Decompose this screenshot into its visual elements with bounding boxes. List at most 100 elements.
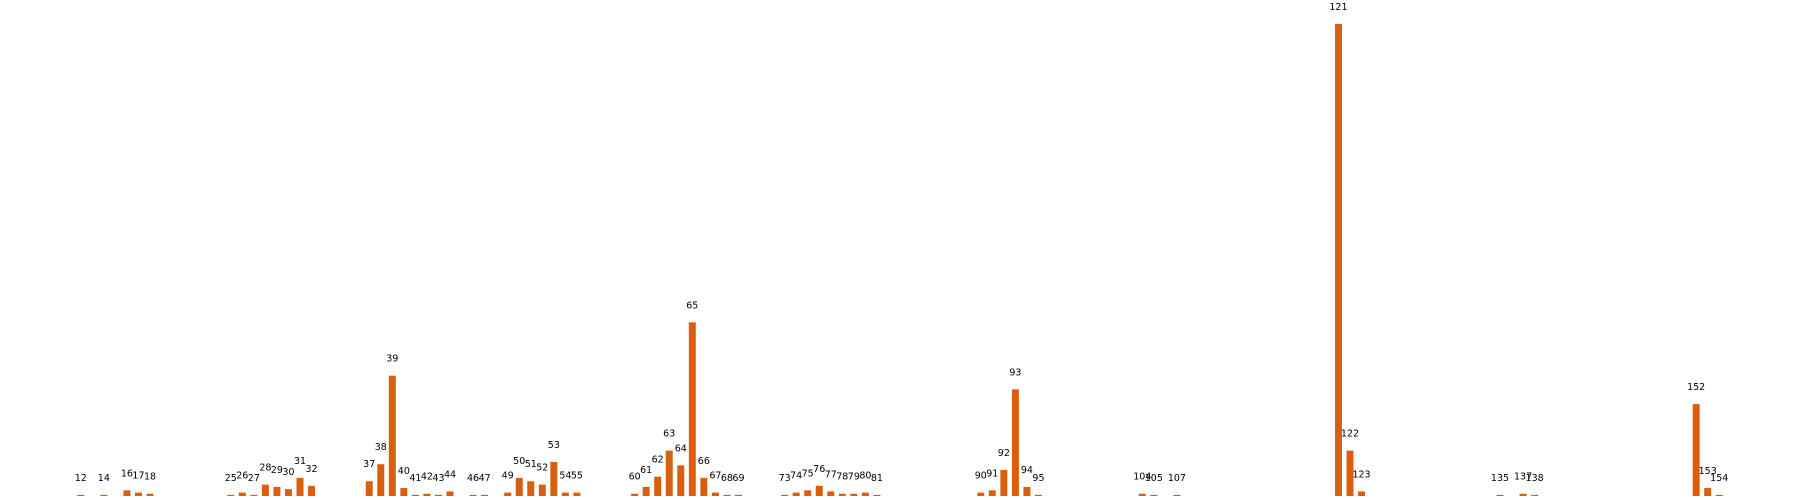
bar-label: 32 [305, 464, 317, 475]
bar-label: 105 [1145, 473, 1163, 484]
bar-label: 80 [859, 471, 871, 482]
bar [481, 494, 489, 496]
bar [838, 493, 846, 496]
bar-label: 52 [536, 463, 548, 474]
bar [1334, 23, 1342, 497]
bar-label: 29 [271, 465, 283, 476]
bar [1346, 450, 1354, 496]
bar-label: 61 [640, 465, 652, 476]
bar [792, 492, 800, 496]
bar [873, 494, 881, 496]
bar [631, 493, 639, 496]
bar [850, 493, 858, 496]
bar-label: 138 [1526, 473, 1544, 484]
bar [550, 461, 558, 496]
bar-label: 92 [998, 448, 1010, 459]
bar-label: 28 [259, 463, 271, 474]
bar [388, 375, 396, 496]
bar-label: 25 [225, 473, 237, 484]
bar-label: 51 [525, 459, 537, 470]
bar-label: 76 [813, 464, 825, 475]
bar-label: 135 [1491, 473, 1509, 484]
bar [284, 489, 292, 496]
bar [227, 494, 235, 496]
bar [1011, 389, 1019, 496]
bar-label: 90 [975, 471, 987, 482]
bar [273, 486, 281, 496]
bar [573, 492, 581, 496]
bar-label: 104 [1133, 472, 1151, 483]
bar [250, 494, 258, 496]
bar [1023, 486, 1031, 496]
bar [77, 494, 85, 496]
bar [400, 488, 408, 496]
bar [446, 491, 454, 496]
bar [261, 484, 269, 496]
bar-label: 50 [513, 456, 525, 467]
bar [1000, 469, 1008, 496]
bar [1715, 494, 1723, 496]
bar-label: 12 [75, 473, 87, 484]
bar [977, 492, 985, 496]
bar [1173, 494, 1181, 496]
bar [700, 477, 708, 496]
bar-label: 81 [871, 473, 883, 484]
bar-label: 55 [571, 471, 583, 482]
bar-label: 37 [363, 459, 375, 470]
bar-label: 91 [986, 468, 998, 479]
bar [711, 492, 719, 496]
bar [365, 481, 373, 496]
bar-label: 14 [98, 473, 110, 484]
bar [988, 490, 996, 496]
bar [781, 494, 789, 496]
bar-label: 79 [848, 472, 860, 483]
bar [411, 494, 419, 496]
bar-label: 47 [479, 473, 491, 484]
bar [100, 494, 108, 496]
bar [1704, 488, 1712, 496]
bar [134, 492, 142, 496]
bar-label: 68 [721, 473, 733, 484]
bar [123, 490, 131, 496]
bar-label: 42 [421, 472, 433, 483]
bar [238, 492, 246, 496]
bar [296, 477, 304, 496]
bar-label: 78 [836, 472, 848, 483]
bar [723, 494, 731, 496]
bar-label: 107 [1168, 473, 1186, 484]
bar [654, 476, 662, 496]
bar-label: 122 [1341, 429, 1359, 440]
bar-label: 54 [559, 471, 571, 482]
bar-label: 62 [652, 455, 664, 466]
bar [734, 494, 742, 496]
bar [1519, 493, 1527, 496]
bar-label: 67 [709, 471, 721, 482]
bar [1358, 491, 1366, 496]
bar-label: 123 [1352, 469, 1370, 480]
bar [688, 322, 696, 496]
bar [804, 490, 812, 496]
bar [515, 477, 523, 496]
bar [1692, 404, 1700, 496]
bar [504, 492, 512, 496]
bar [642, 486, 650, 496]
bar-label: 26 [236, 471, 248, 482]
bar [861, 492, 869, 496]
bar [1496, 494, 1504, 496]
bar [827, 491, 835, 496]
bar-label: 74 [790, 471, 802, 482]
bar-label: 60 [629, 472, 641, 483]
bar-label: 69 [732, 473, 744, 484]
bar [1138, 493, 1146, 496]
bar-label: 18 [144, 472, 156, 483]
bar-label: 43 [432, 473, 444, 484]
bar [561, 492, 569, 496]
bar [815, 485, 823, 496]
bar [423, 493, 431, 496]
bar-label: 153 [1699, 466, 1717, 477]
bar-label: 95 [1032, 473, 1044, 484]
bar [146, 493, 154, 496]
bar-label: 94 [1021, 465, 1033, 476]
